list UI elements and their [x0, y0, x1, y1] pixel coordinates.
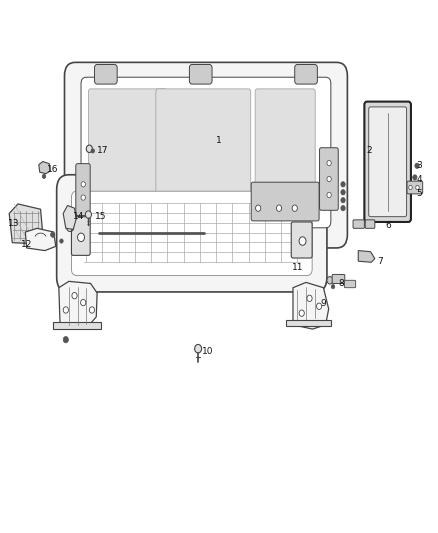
FancyBboxPatch shape — [71, 191, 312, 276]
Text: 8: 8 — [338, 279, 344, 288]
Circle shape — [327, 277, 333, 284]
FancyBboxPatch shape — [407, 181, 423, 194]
Polygon shape — [25, 228, 56, 251]
FancyBboxPatch shape — [320, 148, 338, 211]
Text: 9: 9 — [321, 299, 326, 308]
Circle shape — [415, 163, 419, 168]
Circle shape — [60, 239, 63, 243]
Circle shape — [292, 205, 297, 212]
Circle shape — [299, 237, 306, 245]
Circle shape — [89, 307, 95, 313]
Text: 6: 6 — [386, 221, 392, 230]
Text: 1: 1 — [216, 136, 222, 145]
Circle shape — [86, 145, 92, 152]
FancyBboxPatch shape — [295, 64, 318, 84]
Polygon shape — [53, 322, 102, 329]
Circle shape — [72, 293, 77, 299]
Polygon shape — [286, 319, 331, 326]
FancyBboxPatch shape — [365, 220, 375, 228]
Circle shape — [91, 149, 95, 153]
FancyBboxPatch shape — [251, 182, 319, 221]
Circle shape — [81, 300, 86, 306]
Text: 15: 15 — [95, 212, 106, 221]
Polygon shape — [63, 206, 76, 229]
Circle shape — [327, 192, 331, 198]
FancyBboxPatch shape — [364, 102, 411, 222]
Polygon shape — [59, 281, 97, 329]
Circle shape — [327, 176, 331, 182]
Circle shape — [341, 182, 345, 187]
Text: 17: 17 — [97, 147, 108, 156]
Circle shape — [327, 160, 331, 166]
Circle shape — [341, 190, 345, 195]
Circle shape — [50, 232, 55, 237]
Text: 16: 16 — [47, 166, 59, 174]
Text: 14: 14 — [73, 212, 85, 221]
Text: 11: 11 — [292, 263, 303, 272]
FancyBboxPatch shape — [189, 64, 212, 84]
Circle shape — [307, 295, 312, 302]
FancyBboxPatch shape — [353, 220, 364, 228]
Circle shape — [331, 285, 335, 289]
FancyBboxPatch shape — [88, 89, 167, 219]
FancyBboxPatch shape — [81, 77, 331, 228]
Circle shape — [341, 198, 345, 203]
FancyBboxPatch shape — [291, 222, 312, 258]
Circle shape — [63, 336, 68, 343]
FancyBboxPatch shape — [332, 274, 345, 284]
Polygon shape — [358, 251, 375, 262]
Circle shape — [416, 185, 419, 190]
FancyBboxPatch shape — [156, 89, 251, 219]
Text: 4: 4 — [417, 174, 422, 183]
FancyBboxPatch shape — [95, 64, 117, 84]
Text: 3: 3 — [417, 161, 422, 170]
Circle shape — [78, 233, 85, 241]
Circle shape — [276, 205, 282, 212]
FancyBboxPatch shape — [64, 62, 347, 248]
Circle shape — [42, 174, 46, 179]
Circle shape — [341, 206, 345, 211]
Text: 7: 7 — [377, 257, 383, 265]
FancyBboxPatch shape — [57, 175, 327, 292]
Circle shape — [81, 195, 85, 200]
Text: 13: 13 — [8, 219, 19, 228]
Text: 2: 2 — [366, 147, 372, 156]
Text: 5: 5 — [417, 189, 422, 198]
FancyBboxPatch shape — [255, 89, 315, 198]
FancyBboxPatch shape — [71, 216, 90, 255]
Circle shape — [413, 175, 417, 180]
Circle shape — [63, 307, 68, 313]
Circle shape — [85, 211, 92, 218]
Circle shape — [81, 182, 85, 187]
Text: 10: 10 — [202, 347, 214, 356]
Circle shape — [194, 344, 201, 353]
Text: 12: 12 — [21, 240, 32, 249]
Polygon shape — [293, 282, 328, 329]
FancyBboxPatch shape — [369, 107, 406, 216]
Polygon shape — [9, 204, 43, 244]
Circle shape — [255, 205, 261, 212]
FancyBboxPatch shape — [76, 164, 90, 216]
Circle shape — [317, 303, 322, 310]
Circle shape — [409, 185, 412, 190]
FancyBboxPatch shape — [344, 280, 356, 288]
Polygon shape — [39, 161, 50, 174]
Circle shape — [299, 310, 304, 317]
